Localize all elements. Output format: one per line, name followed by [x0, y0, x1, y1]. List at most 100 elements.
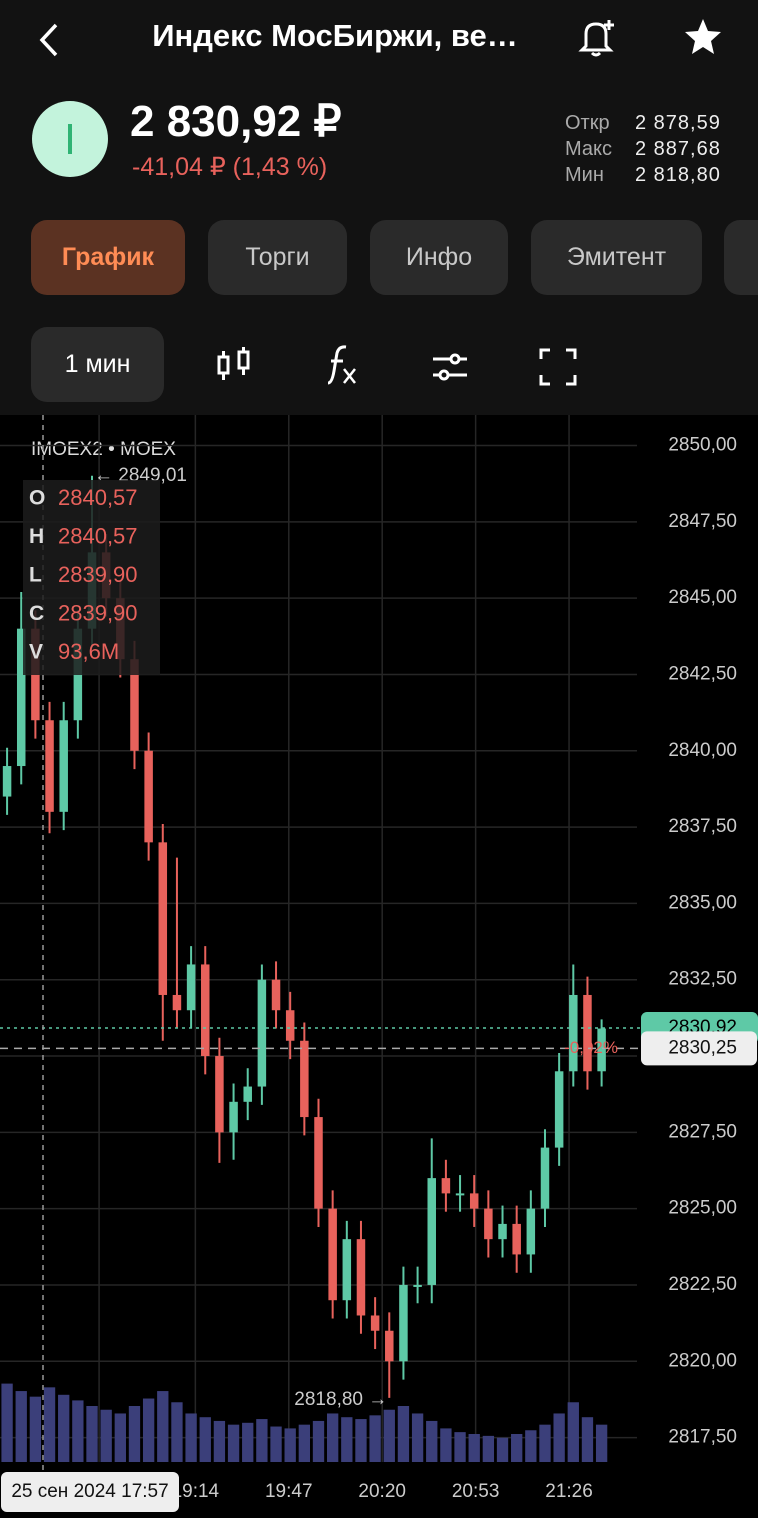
ohlc-value: 2839,90 [58, 562, 138, 587]
alert-button[interactable] [576, 16, 618, 58]
volume-bar [525, 1430, 537, 1462]
back-button[interactable] [34, 22, 64, 58]
volume-bar [86, 1406, 98, 1462]
min-label: 2818,80 → [294, 1389, 387, 1410]
candle-body [59, 720, 68, 812]
volume-bar [185, 1413, 197, 1462]
logo [32, 101, 108, 177]
volume-bar [581, 1417, 594, 1462]
candle-body [413, 1284, 422, 1287]
crosshair-time-tag [1, 1472, 179, 1512]
tab[interactable]: Торги [208, 220, 347, 295]
ohlc-value: 93,6M [58, 639, 119, 664]
candle-body [469, 1193, 479, 1209]
y-tick-label: 2820,00 [668, 1350, 737, 1371]
candle-body [215, 1056, 224, 1133]
volume-bar [539, 1424, 551, 1462]
candle-body [342, 1239, 352, 1301]
favorite-button[interactable] [682, 16, 724, 58]
price: 2 830,92 ₽ [130, 97, 342, 146]
chart-legend: IMOEX2 • MOEX [31, 439, 176, 460]
candle-body [2, 766, 12, 797]
y-tick-label: 2850,00 [668, 435, 737, 456]
y-tick-label: 2842,50 [668, 663, 737, 684]
candle-body [356, 1239, 366, 1316]
candle-body [285, 1010, 295, 1041]
candle-body [300, 1040, 309, 1118]
volume-bar [383, 1409, 395, 1462]
y-tick-label: 2845,00 [668, 587, 737, 608]
stat-value: 2 818,80 [635, 164, 721, 186]
volume-bar [29, 1396, 42, 1462]
volume-bar [142, 1398, 155, 1462]
candle-body [554, 1071, 564, 1148]
volume-bar [468, 1434, 480, 1462]
fullscreen-button[interactable] [538, 347, 578, 387]
candle-body [583, 994, 592, 1072]
volume-bar [567, 1402, 579, 1462]
volume-bar [553, 1413, 565, 1462]
candle-body [16, 628, 26, 767]
volume-bar [1, 1383, 13, 1462]
ohlc-key: L [29, 564, 42, 587]
volume-bar [72, 1400, 84, 1462]
volume-bar [440, 1428, 452, 1462]
volume-bar [511, 1434, 523, 1462]
x-tick-label: 20:53 [452, 1481, 500, 1502]
candle-body [257, 979, 267, 1087]
stat-label: Макс [565, 138, 612, 160]
chart-type-button[interactable] [214, 345, 254, 385]
crosshair-time: 25 сен 2024 17:57 [11, 1481, 168, 1502]
ohlc-panel [23, 480, 160, 675]
volume-bar [242, 1422, 254, 1462]
candle-body [455, 1193, 465, 1196]
volume-bar [298, 1424, 311, 1462]
volume-bar [595, 1424, 608, 1462]
interval-button[interactable]: 1 мин [31, 327, 164, 402]
candle-body [597, 1028, 606, 1072]
settings-button[interactable] [430, 347, 470, 387]
candle-body [144, 750, 153, 843]
tab[interactable]: Эмитент [531, 220, 702, 295]
ohlc-value: 2840,57 [58, 523, 138, 548]
tab-more[interactable] [724, 220, 758, 295]
volume-bar [397, 1406, 410, 1462]
x-tick-label: 19:14 [172, 1481, 220, 1502]
candle-body [512, 1223, 521, 1255]
candle-body [427, 1178, 436, 1285]
candle-body [370, 1315, 380, 1331]
candle-body [229, 1101, 238, 1133]
candle-body [45, 720, 54, 812]
volume-bar [426, 1420, 438, 1462]
volume-bar [369, 1415, 381, 1462]
cursor-price-tag [641, 1031, 757, 1066]
x-tick-label: 20:20 [358, 1481, 406, 1502]
volume-bar [284, 1428, 296, 1462]
candle-body [172, 994, 182, 1011]
y-tick-label: 2827,50 [668, 1121, 737, 1142]
candle-body [569, 994, 578, 1072]
volume-bar [213, 1420, 226, 1462]
volume-bar [411, 1413, 424, 1462]
tab[interactable]: График [31, 220, 185, 295]
volume-bar [100, 1409, 112, 1462]
candle-body [484, 1208, 493, 1240]
x-tick-label: 19:47 [265, 1481, 313, 1502]
y-tick-label: 2837,50 [668, 816, 737, 837]
cursor-change: -0,02% [564, 1038, 618, 1057]
volume-bar [454, 1432, 466, 1462]
candle-body [498, 1223, 507, 1240]
cursor-price-label: 2830,25 [668, 1037, 737, 1058]
y-tick-label: 2847,50 [668, 511, 737, 532]
candle-body [314, 1117, 323, 1209]
x-tick-label: 21:26 [545, 1481, 593, 1502]
ohlc-key: V [29, 641, 43, 664]
candle-body [271, 979, 281, 1011]
candle-body [130, 659, 139, 751]
volume-bar [355, 1419, 367, 1462]
indicators-button[interactable] [322, 343, 362, 387]
candle-body [201, 964, 210, 1057]
candle-body [158, 842, 168, 995]
tab[interactable]: Инфо [370, 220, 508, 295]
